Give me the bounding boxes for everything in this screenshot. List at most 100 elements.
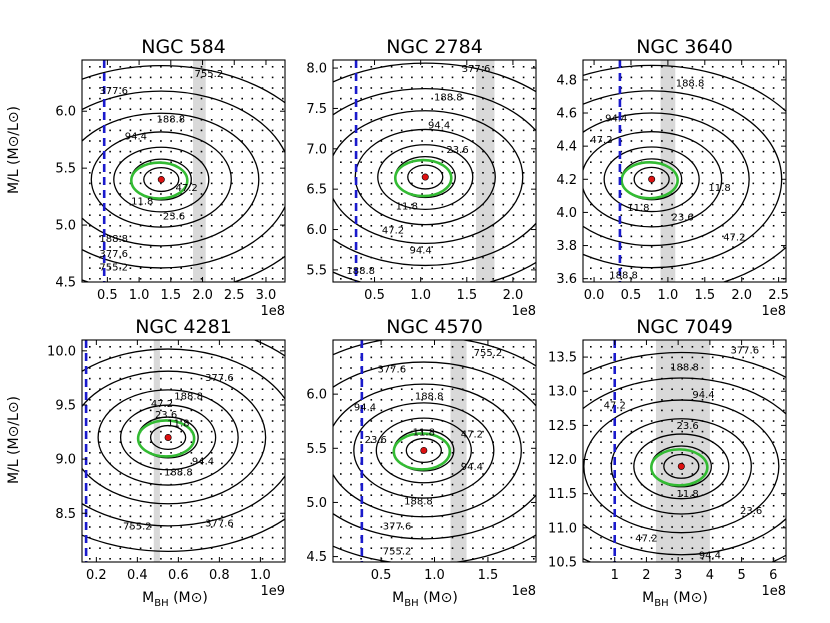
model-dot [630, 536, 633, 539]
model-dot [451, 462, 454, 465]
model-dot [600, 161, 602, 163]
model-dot [139, 182, 142, 185]
model-dot [650, 235, 653, 238]
model-dot [360, 119, 362, 121]
model-dot [400, 547, 403, 549]
model-dot [400, 388, 403, 390]
model-dot [149, 108, 152, 110]
model-dot [170, 356, 172, 359]
model-dot [762, 452, 765, 454]
model-dot [482, 267, 484, 269]
model-dot [360, 388, 362, 390]
model-dot [472, 225, 474, 227]
model-dot [472, 420, 474, 422]
contour-line-3 [603, 146, 700, 213]
model-dot [661, 129, 663, 132]
model-dot [241, 267, 243, 269]
model-dot [691, 108, 694, 110]
model-dot [671, 172, 673, 174]
model-dot [762, 278, 765, 280]
model-dot [451, 547, 454, 549]
model-dot [783, 505, 785, 507]
model-dot [400, 505, 403, 507]
contour-line-4 [97, 389, 239, 486]
model-dot [610, 356, 612, 359]
model-dot [772, 388, 775, 390]
model-dot [221, 483, 223, 486]
model-dot [431, 441, 433, 443]
model-dot [732, 558, 734, 560]
model-dot [190, 76, 193, 79]
model-dot [251, 483, 254, 486]
model-dot [783, 346, 785, 348]
model-dot [251, 214, 254, 216]
model-dot [129, 483, 132, 486]
model-dot [119, 547, 122, 549]
y-tick-label: 5.5 [306, 442, 327, 457]
model-dot [482, 441, 484, 443]
model-dot [390, 547, 393, 549]
model-dot [650, 97, 653, 100]
model-dot [461, 214, 464, 216]
model-dot [119, 409, 122, 412]
model-dot [421, 97, 423, 100]
model-dot [261, 356, 264, 359]
model-dot [752, 76, 755, 79]
model-dot [701, 473, 704, 475]
model-dot [492, 399, 494, 401]
model-dot [221, 214, 223, 216]
model-dot [411, 558, 413, 560]
model-dot [200, 119, 203, 121]
model-dot [160, 377, 162, 380]
model-dot [441, 452, 444, 454]
model-dot [421, 108, 423, 110]
model-dot [732, 140, 734, 142]
model-dot [512, 161, 515, 163]
model-dot [261, 119, 264, 121]
model-dot [661, 172, 663, 174]
model-dot [722, 515, 724, 518]
model-dot [149, 526, 152, 528]
model-dot [502, 193, 505, 195]
model-dot [650, 399, 653, 401]
model-dot [221, 161, 223, 163]
contour-value-label: 47.2 [723, 233, 745, 244]
model-dot [441, 267, 444, 269]
model-dot [350, 66, 352, 68]
model-dot [492, 119, 494, 121]
x-axis-label-left: MBH (M⊙) [142, 590, 208, 609]
model-dot [722, 430, 724, 433]
model-dot [691, 256, 694, 259]
model-dot [783, 377, 785, 380]
model-dot [109, 193, 111, 195]
model-dot [282, 346, 284, 348]
model-dot [482, 193, 484, 195]
model-dot [441, 515, 444, 518]
model-dot [200, 483, 203, 486]
model-dot [119, 256, 122, 259]
model-dot [590, 388, 592, 390]
model-dot [441, 483, 444, 486]
model-dot [231, 108, 233, 110]
model-dot [461, 505, 464, 507]
model-dot [350, 388, 352, 390]
model-dot [650, 66, 653, 68]
y-tick-label: 4.0 [556, 206, 577, 221]
model-dot [590, 108, 592, 110]
contour-value-label: 23.6 [163, 211, 185, 222]
model-dot [251, 193, 254, 195]
model-dot [711, 235, 714, 238]
model-dot [221, 66, 223, 68]
model-dot [650, 483, 653, 486]
model-dot [451, 225, 454, 227]
model-dot [722, 150, 724, 153]
model-dot [600, 119, 602, 121]
x-tick-label: 3 [674, 568, 682, 583]
model-dot [360, 193, 362, 195]
model-dot [661, 161, 663, 163]
contour-line-3 [113, 146, 210, 213]
contour-value-label: 94.4 [125, 132, 147, 143]
model-dot [109, 161, 111, 163]
model-dot [350, 515, 352, 518]
